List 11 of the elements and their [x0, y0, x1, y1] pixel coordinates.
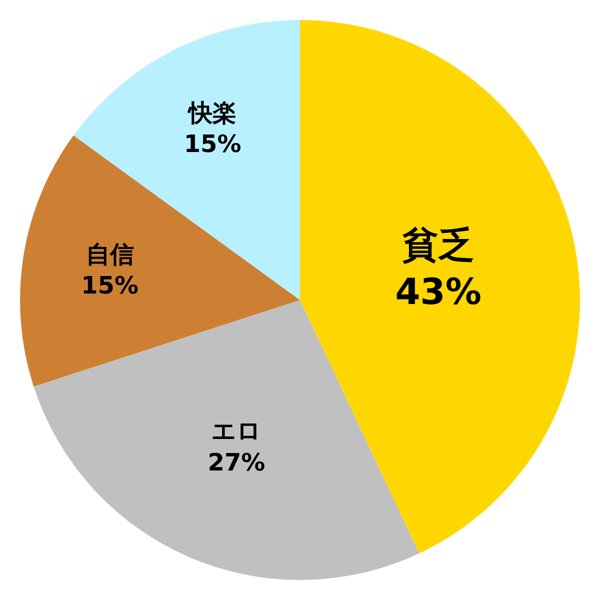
data-label: 27%	[208, 448, 266, 476]
slice-label: 貧乏	[401, 225, 474, 266]
pie-slice	[300, 20, 580, 554]
data-label: 15%	[81, 271, 139, 300]
pie-slice	[20, 135, 300, 387]
slice-label: 自信	[86, 240, 134, 268]
slice-label: エロ	[211, 417, 262, 446]
pie-slice	[73, 20, 300, 300]
data-label: 43%	[395, 272, 482, 313]
slice-label: 快楽	[186, 98, 237, 127]
data-label: 15%	[184, 130, 242, 158]
